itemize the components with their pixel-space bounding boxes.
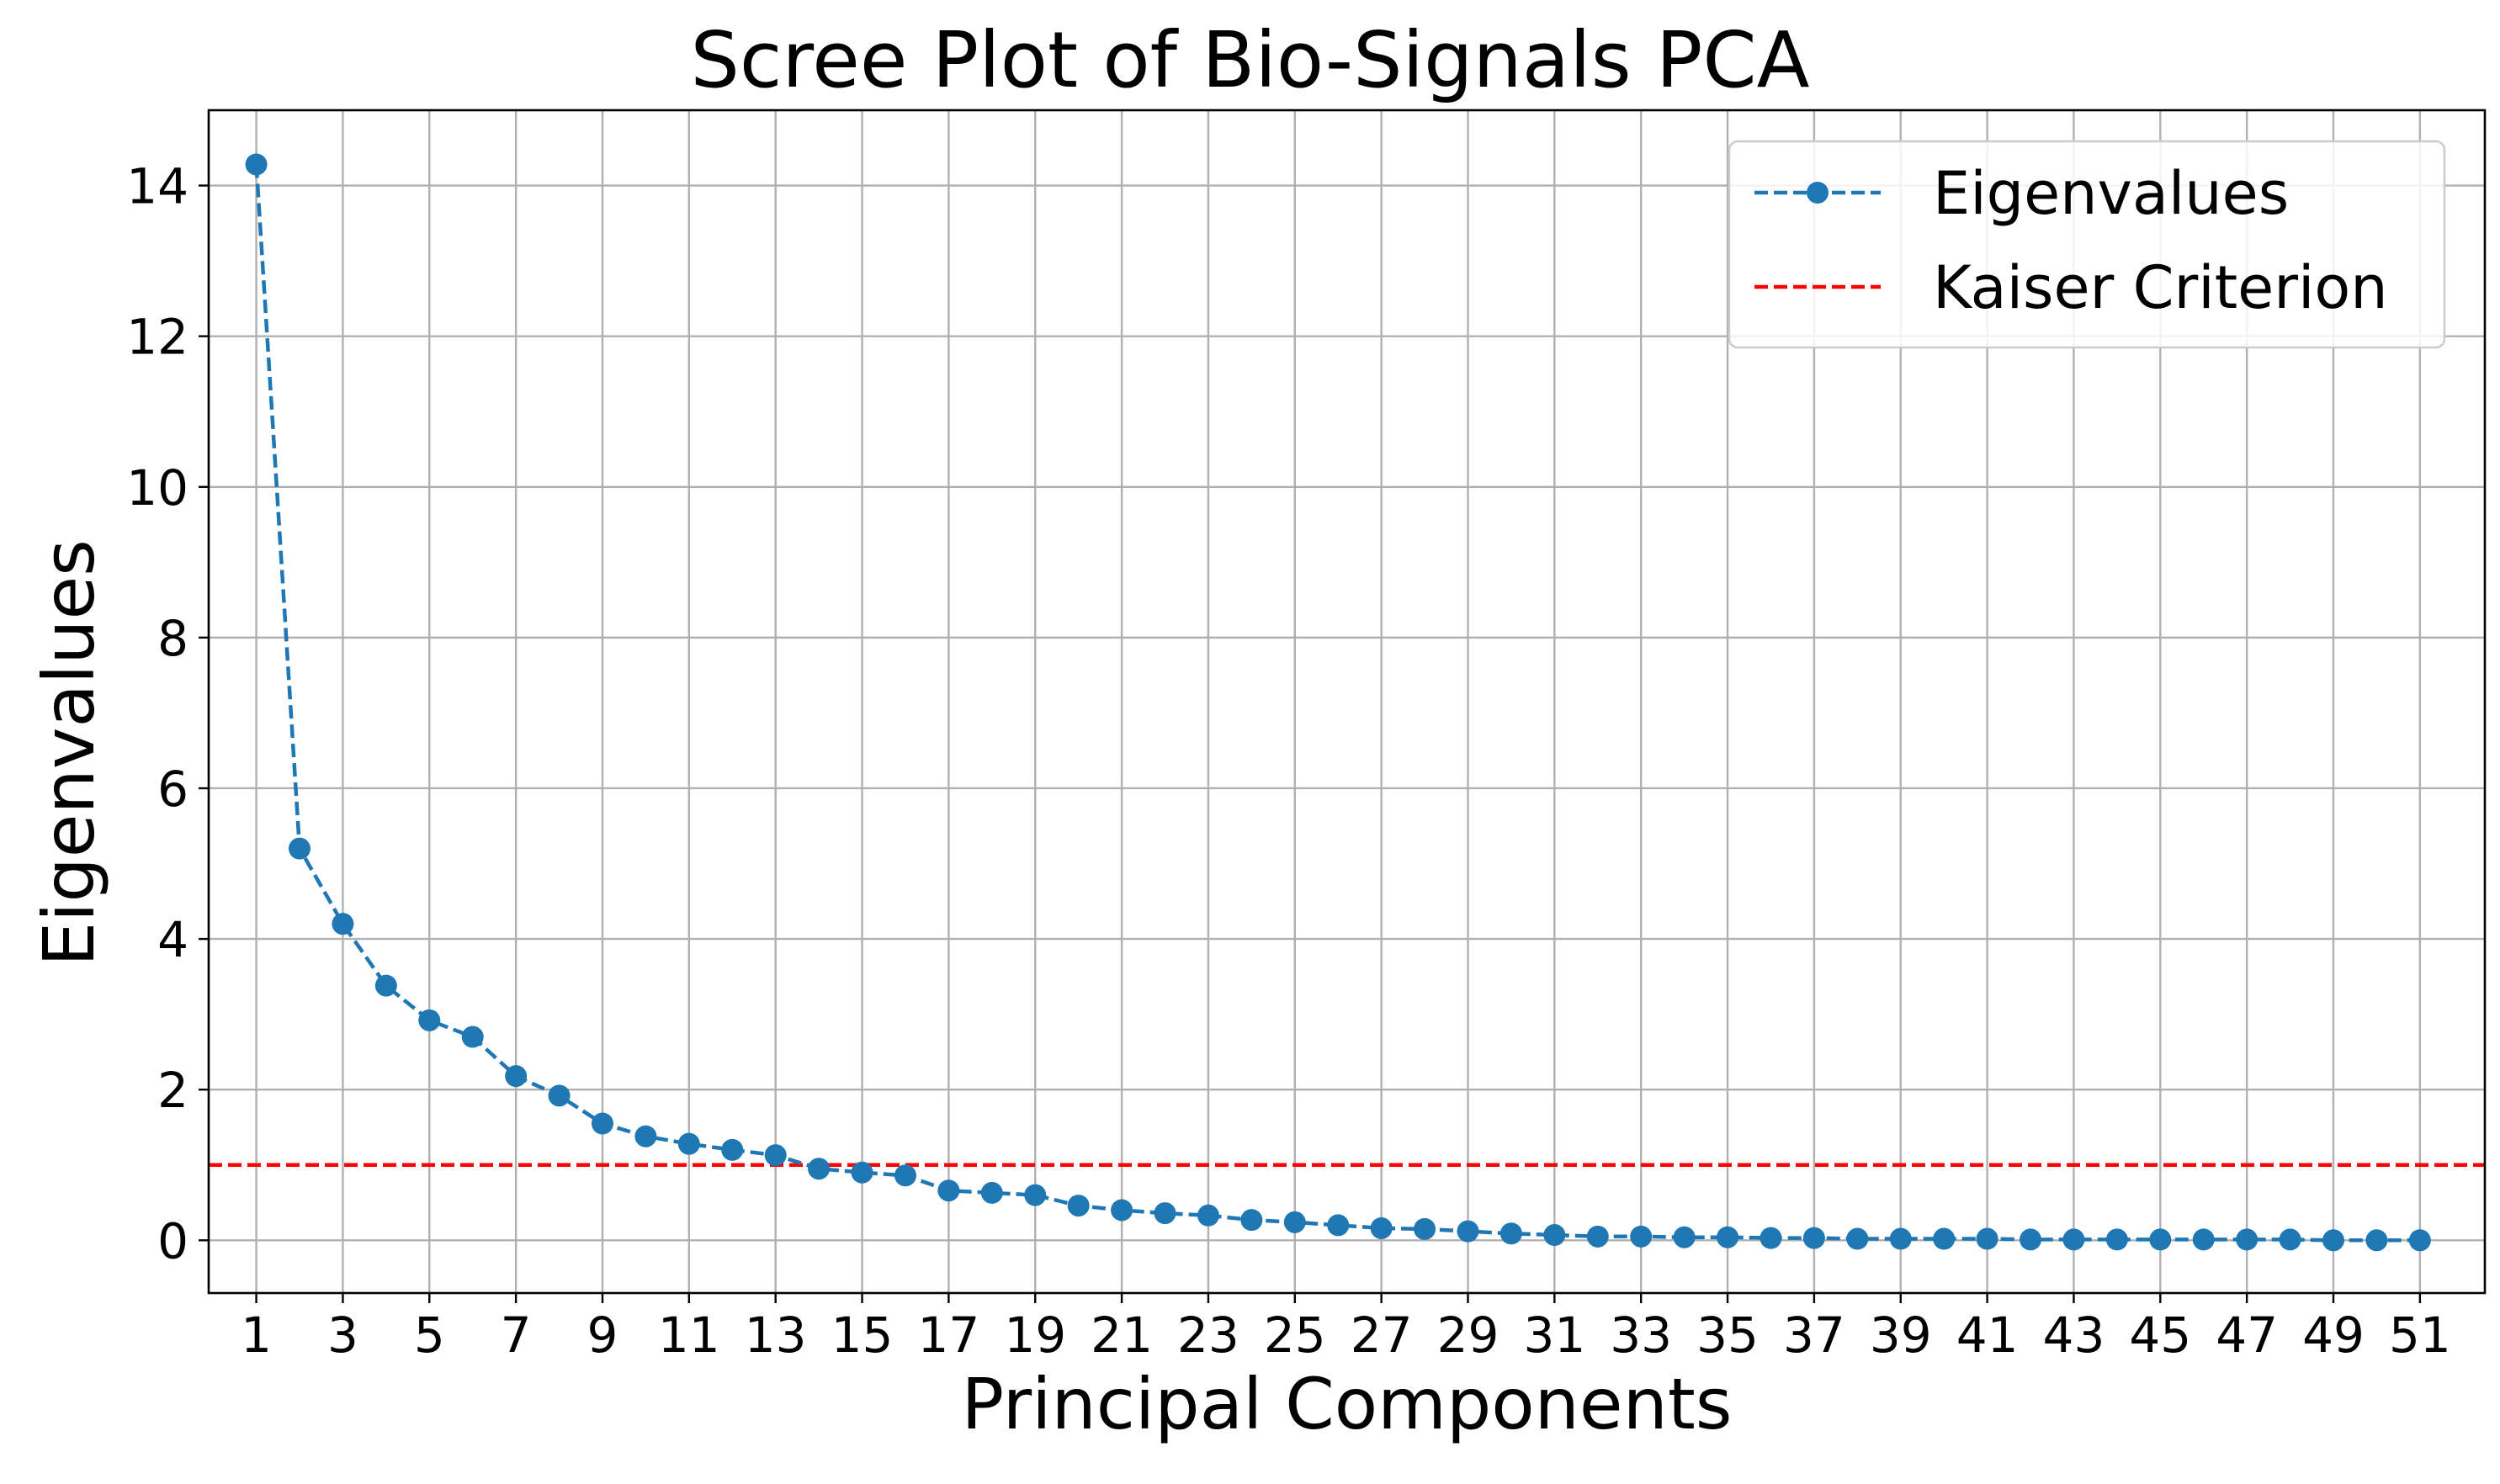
eigenvalue-point [1889, 1227, 1912, 1250]
eigenvalue-point [1197, 1204, 1219, 1227]
x-tick-label: 35 [1696, 1306, 1759, 1364]
eigenvalue-point [808, 1158, 831, 1180]
x-tick-label: 51 [2389, 1306, 2451, 1364]
y-axis-label: Eigenvalues [28, 539, 110, 967]
x-tick-label: 29 [1437, 1306, 1499, 1364]
eigenvalue-point [288, 837, 311, 860]
legend-box [1728, 140, 2446, 349]
x-tick-label: 7 [501, 1306, 532, 1364]
eigenvalue-point [505, 1065, 528, 1088]
x-tick-label: 47 [2216, 1306, 2278, 1364]
eigenvalue-point [2192, 1228, 2215, 1251]
x-tick-label: 15 [831, 1306, 894, 1364]
x-tick-label: 39 [1870, 1306, 1932, 1364]
eigenvalue-point [1717, 1226, 1739, 1248]
eigenvalue-point [894, 1164, 916, 1187]
x-tick-label: 11 [658, 1306, 720, 1364]
eigenvalue-point [1673, 1226, 1696, 1248]
chart-title: Scree Plot of Bio-Signals PCA [690, 15, 1810, 105]
y-tick-label: 12 [126, 309, 188, 366]
eigenvalue-point [1067, 1195, 1090, 1217]
eigenvalue-point [2279, 1228, 2301, 1251]
eigenvalues-line [254, 164, 2420, 1243]
x-tick-label: 37 [1783, 1306, 1845, 1364]
x-tick-label: 5 [414, 1306, 445, 1364]
x-tick-label: 9 [587, 1306, 618, 1364]
x-tick-label: 43 [2043, 1306, 2105, 1364]
eigenvalue-point [677, 1132, 700, 1155]
y-tick-label: 0 [157, 1212, 188, 1269]
legend-eigenvalues-label: Eigenvalues [1933, 159, 2289, 228]
legend: Eigenvalues Kaiser Criterion [1728, 140, 2446, 349]
eigenvalue-point [937, 1179, 960, 1202]
plot-frame [207, 109, 2487, 1295]
eigenvalue-point [1240, 1209, 1263, 1232]
x-tick-label: 13 [745, 1306, 807, 1364]
x-tick-label: 25 [1264, 1306, 1326, 1364]
x-axis-label: Principal Components [961, 1363, 1733, 1445]
eigenvalues-layer [245, 153, 2431, 1252]
eigenvalue-point [1933, 1227, 1956, 1250]
eigenvalue-point [980, 1181, 1003, 1204]
x-tick-label: 31 [1523, 1306, 1585, 1364]
eigenvalue-point [1457, 1220, 1479, 1243]
eigenvalue-point [2105, 1228, 2128, 1251]
x-tick-label: 23 [1177, 1306, 1239, 1364]
eigenvalue-point [1846, 1227, 1869, 1250]
eigenvalue-point [2020, 1228, 2042, 1251]
eigenvalue-point [1024, 1184, 1047, 1206]
eigenvalue-point [2236, 1228, 2258, 1251]
x-tick-label: 33 [1610, 1306, 1672, 1364]
eigenvalue-point [418, 1009, 441, 1031]
eigenvalue-point [374, 974, 397, 997]
x-tick-label: 45 [2129, 1306, 2191, 1364]
eigenvalue-point [245, 153, 268, 176]
eigenvalue-point [1586, 1225, 1609, 1248]
legend-eigenvalues-marker [1807, 182, 1829, 204]
grid-lines [209, 110, 2485, 1293]
eigenvalue-point [851, 1161, 873, 1184]
y-tick-label: 8 [157, 610, 188, 667]
tick-layer: 1 3 5 7 9 11 13 15 17 19 21 23 25 27 29 31 33 35 37 39 41 43 4… [126, 158, 2451, 1364]
eigenvalue-point [721, 1138, 744, 1161]
eigenvalue-point [1283, 1211, 1306, 1233]
eigenvalue-point [1499, 1222, 1522, 1245]
eigenvalue-point [1802, 1227, 1825, 1249]
eigenvalue-point [591, 1112, 613, 1135]
y-tick-label: 14 [126, 158, 188, 215]
x-tick-label: 41 [1956, 1306, 2019, 1364]
eigenvalue-point [2408, 1229, 2431, 1252]
x-tick-label: 3 [327, 1306, 358, 1364]
eigenvalue-point [1630, 1225, 1653, 1248]
eigenvalue-point [764, 1144, 787, 1167]
eigenvalue-point [1414, 1217, 1436, 1240]
eigenvalue-point [332, 913, 354, 935]
eigenvalue-point [1976, 1227, 1998, 1250]
x-tick-label: 19 [1004, 1306, 1066, 1364]
legend-kaiser-label: Kaiser Criterion [1933, 253, 2388, 322]
y-tick-label: 2 [157, 1062, 188, 1119]
y-tick-label: 6 [157, 761, 188, 818]
eigenvalue-point [634, 1125, 657, 1147]
eigenvalue-point [1111, 1199, 1133, 1222]
eigenvalue-point [548, 1084, 571, 1107]
eigenvalue-point [1370, 1216, 1393, 1239]
eigenvalue-point [2062, 1228, 2085, 1251]
x-tick-label: 49 [2302, 1306, 2365, 1364]
x-tick-label: 27 [1351, 1306, 1413, 1364]
x-tick-label: 1 [241, 1306, 272, 1364]
eigenvalue-point [2149, 1228, 2172, 1251]
x-tick-label: 17 [917, 1306, 979, 1364]
y-tick-label: 10 [126, 459, 188, 517]
x-tick-label: 21 [1091, 1306, 1153, 1364]
eigenvalue-point [1327, 1214, 1350, 1237]
eigenvalue-point [461, 1026, 484, 1048]
eigenvalue-point [2322, 1229, 2345, 1252]
eigenvalue-point [1154, 1202, 1176, 1225]
eigenvalue-point [1543, 1224, 1566, 1247]
eigenvalue-point [1760, 1227, 1782, 1249]
y-tick-label: 4 [157, 911, 188, 968]
eigenvalue-point [2365, 1229, 2388, 1252]
